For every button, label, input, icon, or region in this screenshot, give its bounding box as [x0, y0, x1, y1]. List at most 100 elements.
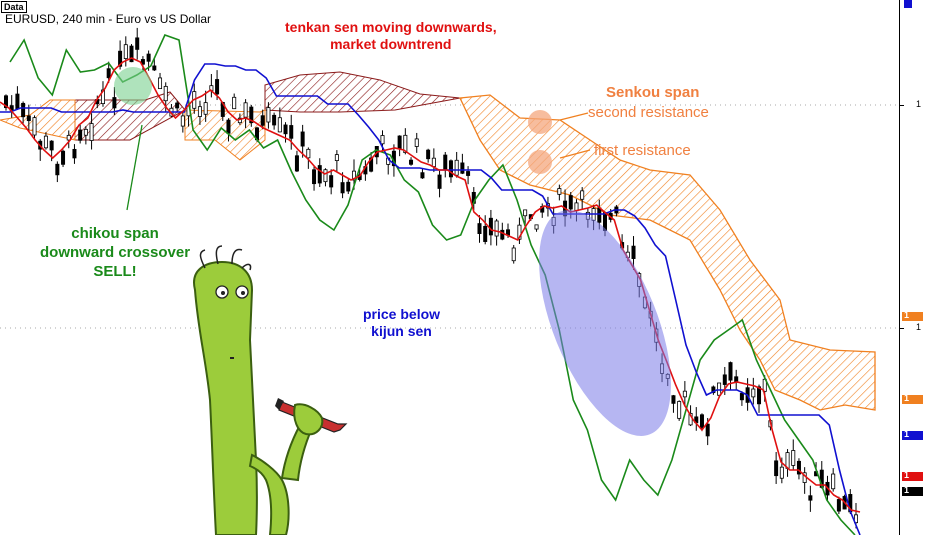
candle-body [682, 390, 687, 398]
candle-body [677, 401, 682, 419]
candle-body [135, 37, 140, 50]
candle-body [517, 224, 522, 240]
candle-body [317, 165, 322, 184]
candle-body [483, 225, 488, 242]
candle-body [397, 135, 402, 150]
candle-body [78, 129, 83, 141]
chart-symbol-title: EURUSD, 240 min - Euro vs US Dollar [5, 12, 212, 26]
candle-body [426, 149, 431, 160]
candle-body [26, 115, 31, 122]
candle-body [854, 514, 859, 524]
candle-body [272, 114, 277, 126]
second-resistance-dot [528, 110, 552, 134]
character-body [193, 260, 258, 535]
price-marker-senkou-b: 1 [902, 393, 923, 404]
candle-body [175, 102, 180, 109]
candle-body [500, 229, 505, 240]
candle-body [83, 128, 88, 136]
candle-body [557, 188, 562, 195]
axis-tick-label: 1 [915, 322, 921, 332]
downtrend-highlight [539, 210, 671, 436]
candle-body [49, 140, 54, 151]
candle-body [323, 169, 328, 183]
candle-body [454, 159, 459, 176]
candle-body [488, 217, 493, 236]
chikou-pointers [126, 124, 143, 211]
price-marker-tenkan: 1 [902, 470, 923, 481]
candle-body [346, 181, 351, 192]
annotation-first-resistance: first resistance [594, 142, 691, 159]
candle-body [351, 170, 356, 181]
cloud-bear-segment [264, 71, 461, 113]
candle-body [61, 150, 66, 165]
candle-body [152, 65, 157, 71]
candle-body [123, 44, 128, 59]
candle-body [283, 124, 288, 135]
candle-body [118, 50, 123, 67]
candle-body [511, 247, 516, 262]
candle-body [21, 102, 26, 118]
character-pupil [221, 291, 225, 295]
annotation-senkou-title: Senkou span [606, 84, 700, 101]
annotation-second-resistance: second resistance [588, 104, 709, 121]
candle-body [277, 117, 282, 133]
candle-body [460, 162, 465, 174]
candle-body [699, 414, 704, 428]
candle-body [312, 169, 317, 185]
character-arm [248, 453, 290, 535]
annotation-kijun: price below kijun sen [363, 306, 441, 339]
candle-body [243, 102, 248, 118]
candle-body [722, 374, 727, 385]
candle-body [437, 174, 442, 189]
candle-body [180, 115, 185, 127]
candle-body [89, 123, 94, 141]
candle-body [66, 134, 71, 141]
candle-body [414, 138, 419, 147]
candle-body [329, 175, 334, 188]
candle-body [831, 473, 836, 490]
first-resistance-dot [528, 150, 552, 174]
tenkan-sen-line [0, 57, 861, 513]
candle-body [4, 95, 9, 109]
character-hand [293, 403, 324, 436]
character-hair [199, 245, 252, 271]
candle-body [232, 96, 237, 110]
candle-body [403, 134, 408, 154]
ichimoku-lines [0, 34, 861, 535]
candle-body [597, 207, 602, 223]
candle-body [448, 160, 453, 178]
axis-tick-label: 1 [915, 99, 921, 109]
chikou-span-line [9, 34, 856, 535]
candle-body [55, 163, 60, 176]
candle-body [494, 220, 499, 237]
candle-body [163, 85, 168, 102]
candle-body [751, 388, 756, 398]
price-marker-senkou-a: 1 [902, 310, 923, 321]
candle-body [574, 202, 579, 211]
candle-body [739, 393, 744, 401]
data-tag[interactable]: Data [1, 1, 27, 13]
candle-body [477, 223, 482, 234]
candle-body [728, 362, 733, 381]
candle-body [106, 68, 111, 79]
candle-body [705, 423, 710, 437]
candle-body [32, 117, 37, 136]
candle-body [226, 119, 231, 134]
annotation-pointers [559, 112, 591, 159]
candle-body [466, 171, 471, 176]
candle-body [796, 460, 801, 475]
candle-body [774, 460, 779, 477]
candle-body [779, 466, 784, 479]
candle-body [334, 154, 339, 162]
kijun-sen-line [0, 63, 861, 535]
candle-body [671, 395, 676, 404]
candle-body [836, 499, 841, 512]
cartoon-character [193, 245, 348, 535]
candle-body [711, 386, 716, 394]
candle-body [306, 148, 311, 159]
candle-body [215, 79, 220, 95]
price-marker-bid: 1 [902, 485, 923, 496]
axis-tick [900, 105, 904, 106]
axis-tick [900, 328, 904, 329]
